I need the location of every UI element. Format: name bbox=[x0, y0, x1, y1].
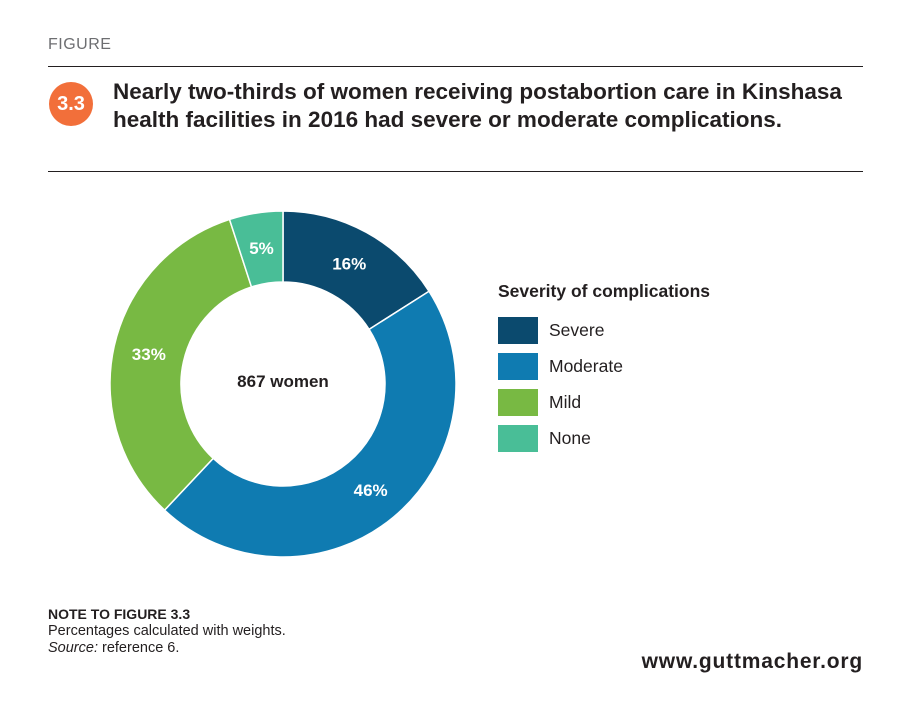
donut-center-label: 867 women bbox=[237, 372, 329, 391]
legend-items: Severe Moderate Mild None bbox=[498, 312, 710, 456]
donut-slice-mild bbox=[109, 218, 253, 512]
note-text: Percentages calculated with weights. bbox=[48, 623, 286, 639]
legend-title: Severity of complications bbox=[498, 281, 711, 301]
source-label: Source: bbox=[48, 640, 98, 656]
legend-item-moderate: Moderate bbox=[498, 348, 710, 384]
legend-label-mild: Mild bbox=[549, 391, 582, 412]
note-title: NOTE TO FIGURE 3.3 bbox=[48, 606, 191, 622]
slice-label-mild: 33% bbox=[132, 345, 166, 364]
legend-swatch-none bbox=[498, 424, 538, 452]
legend-item-none: None bbox=[498, 420, 710, 456]
source-text: reference 6. bbox=[97, 640, 180, 656]
legend-swatch-mild bbox=[498, 388, 538, 416]
top-rule bbox=[48, 66, 863, 67]
legend-label-severe: Severe bbox=[549, 319, 605, 340]
website-url[interactable]: www.guttmacher.org bbox=[641, 650, 863, 673]
legend-label-none: None bbox=[549, 427, 591, 448]
legend-swatch-moderate bbox=[498, 352, 538, 380]
legend-item-mild: Mild bbox=[498, 384, 710, 420]
slice-label-severe: 16% bbox=[332, 255, 366, 274]
donut-slice-moderate bbox=[163, 290, 457, 558]
donut-slices bbox=[109, 210, 457, 558]
legend-item-severe: Severe bbox=[498, 312, 710, 348]
figure-number-badge: 3.3 bbox=[49, 82, 93, 126]
slice-label-none: 5% bbox=[249, 239, 274, 258]
figure-note: NOTE TO FIGURE 3.3 Percentages calculate… bbox=[48, 606, 286, 657]
donut-slice-labels: 16% 46% 33% 5% bbox=[132, 239, 388, 500]
donut-slice-none bbox=[228, 210, 284, 288]
note-source: Source: reference 6. bbox=[48, 640, 286, 657]
legend: Severity of complications Severe Moderate… bbox=[498, 281, 710, 456]
bottom-rule bbox=[48, 171, 863, 172]
legend-swatch-severe bbox=[498, 316, 538, 344]
figure-label: FIGURE bbox=[48, 36, 112, 53]
legend-label-moderate: Moderate bbox=[549, 355, 623, 376]
slice-label-moderate: 46% bbox=[354, 481, 388, 500]
chart-title: Nearly two-thirds of women receiving pos… bbox=[113, 79, 842, 132]
